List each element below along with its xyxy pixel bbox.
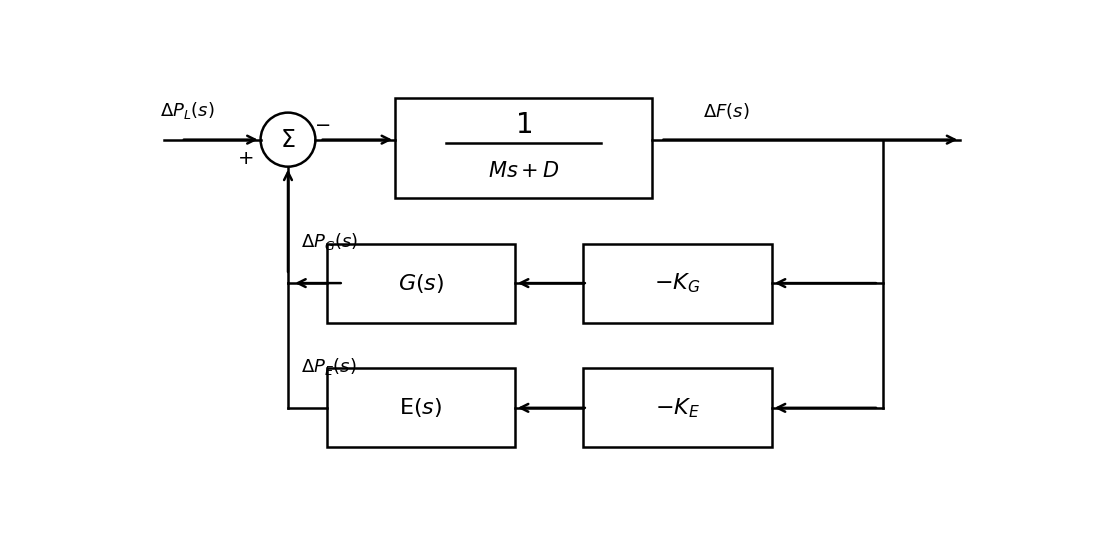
- Text: $\Delta P_G(s)$: $\Delta P_G(s)$: [301, 231, 358, 252]
- Bar: [327, 368, 515, 447]
- Text: $1$: $1$: [515, 111, 532, 139]
- Text: $G(s)$: $G(s)$: [398, 272, 444, 295]
- Bar: [396, 98, 652, 198]
- Bar: [327, 244, 515, 322]
- Text: $\mathrm{E}(s)$: $\mathrm{E}(s)$: [399, 396, 442, 420]
- Text: $Ms+D$: $Ms+D$: [487, 161, 559, 181]
- Bar: [583, 368, 771, 447]
- Text: $\Sigma$: $\Sigma$: [281, 127, 296, 152]
- Text: $-$: $-$: [314, 114, 330, 133]
- Text: $-K_E$: $-K_E$: [655, 396, 701, 420]
- Bar: [583, 244, 771, 322]
- Text: $+$: $+$: [236, 149, 253, 168]
- Text: $\Delta P_L(s)$: $\Delta P_L(s)$: [159, 100, 214, 121]
- Text: $\Delta F(s)$: $\Delta F(s)$: [703, 100, 750, 120]
- Text: $\Delta P_E(s)$: $\Delta P_E(s)$: [301, 356, 356, 377]
- Text: $-K_G$: $-K_G$: [654, 271, 701, 295]
